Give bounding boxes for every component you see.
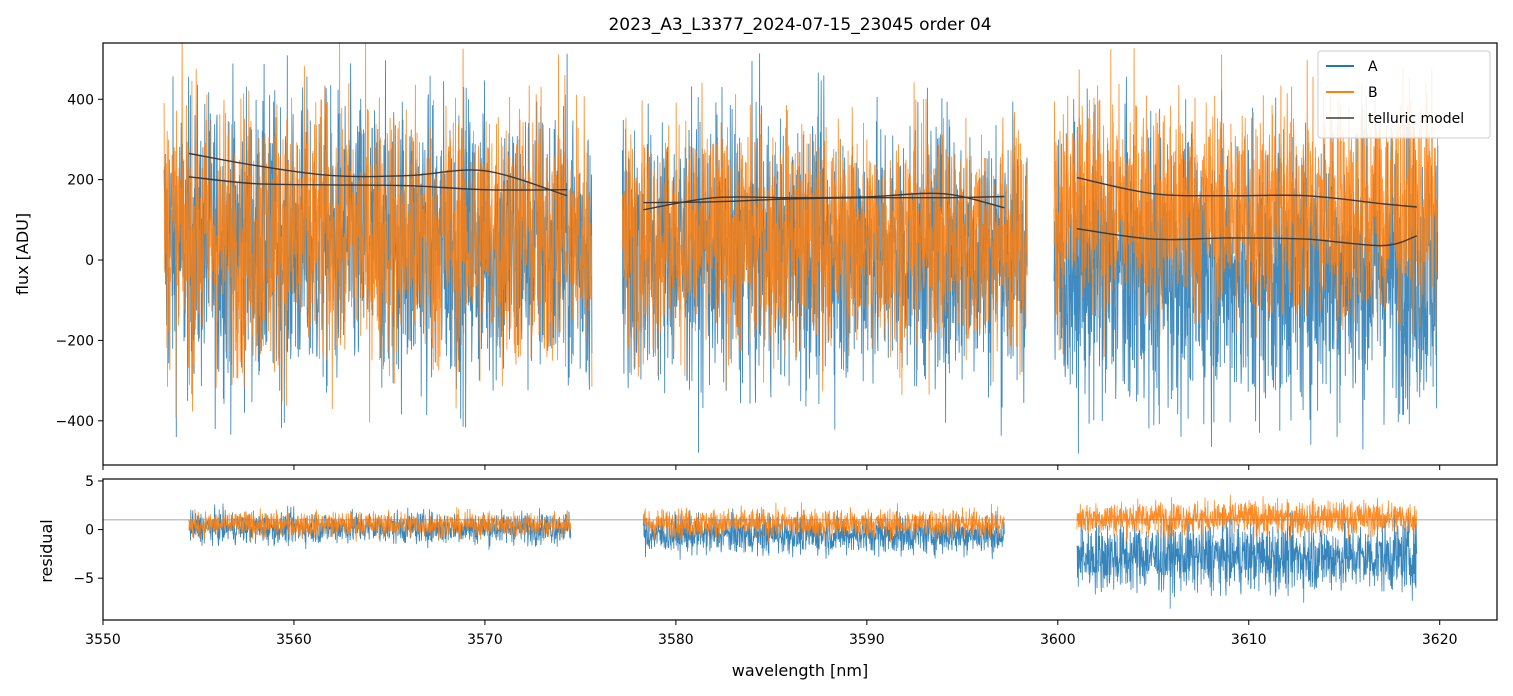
telluric-model-segment-1-1 [643, 195, 1005, 204]
residual-a-segment-2 [1076, 505, 1418, 609]
residual-y-axis-label: residual [37, 519, 56, 582]
flux-plot: −400 −200 0 200 400 flux [ADU] [13, 42, 1498, 470]
y-tick-label: 200 [67, 173, 94, 189]
x-tick-label: 3600 [1040, 632, 1076, 648]
telluric-model-segment-0-1 [188, 176, 568, 191]
residual-plot: −5 0 5 3550 3560 3570 3580 3590 3600 3610 3620 re… [37, 474, 1498, 680]
y-tick-label: −400 [56, 414, 94, 430]
flux-y-axis-label: flux [ADU] [13, 213, 32, 295]
residual-y-ticks: −5 0 5 [73, 474, 103, 587]
telluric-model-segment-2-0 [1076, 176, 1417, 208]
y-tick-label: 0 [85, 253, 94, 269]
x-tick-label: 3560 [276, 632, 312, 648]
residual-plot-frame [102, 478, 1498, 621]
legend-label-a: A [1368, 59, 1378, 75]
residual-b-segment-1 [643, 502, 1005, 545]
series-b-segment-0 [163, 43, 593, 423]
series-b-segment-2 [1053, 48, 1439, 386]
flux-plot-data [163, 43, 1439, 454]
x-tick-label: 3590 [849, 632, 885, 648]
chart-title: 2023_A3_L3377_2024-07-15_23045 order 04 [608, 15, 991, 35]
legend-label-telluric-model: telluric model [1368, 111, 1464, 127]
y-tick-label: 0 [85, 523, 94, 539]
flux-plot-frame [102, 42, 1498, 466]
x-tick-label: 3610 [1231, 632, 1267, 648]
x-tick-label: 3570 [467, 632, 503, 648]
series-b-segment-1 [621, 82, 1028, 395]
legend-box [1317, 50, 1491, 139]
y-tick-label: 400 [67, 92, 94, 108]
telluric-model-segment-0-0 [188, 152, 568, 197]
x-tick-label: 3550 [85, 632, 121, 648]
y-tick-label: −5 [73, 571, 94, 587]
x-axis-label: wavelength [nm] [732, 661, 869, 680]
y-tick-label: −200 [56, 333, 94, 349]
y-tick-label: 5 [85, 474, 94, 490]
x-tick-label: 3580 [658, 632, 694, 648]
flux-x-ticks [102, 465, 1441, 470]
legend: A B telluric model [1317, 50, 1491, 139]
legend-label-b: B [1368, 85, 1378, 101]
residual-x-ticks: 3550 3560 3570 3580 3590 3600 3610 3620 [85, 620, 1458, 648]
x-tick-label: 3620 [1422, 632, 1458, 648]
residual-plot-data [103, 494, 1497, 609]
flux-y-ticks: −400 −200 0 200 400 [56, 92, 103, 430]
telluric-model-segment-2-1 [1076, 228, 1418, 247]
